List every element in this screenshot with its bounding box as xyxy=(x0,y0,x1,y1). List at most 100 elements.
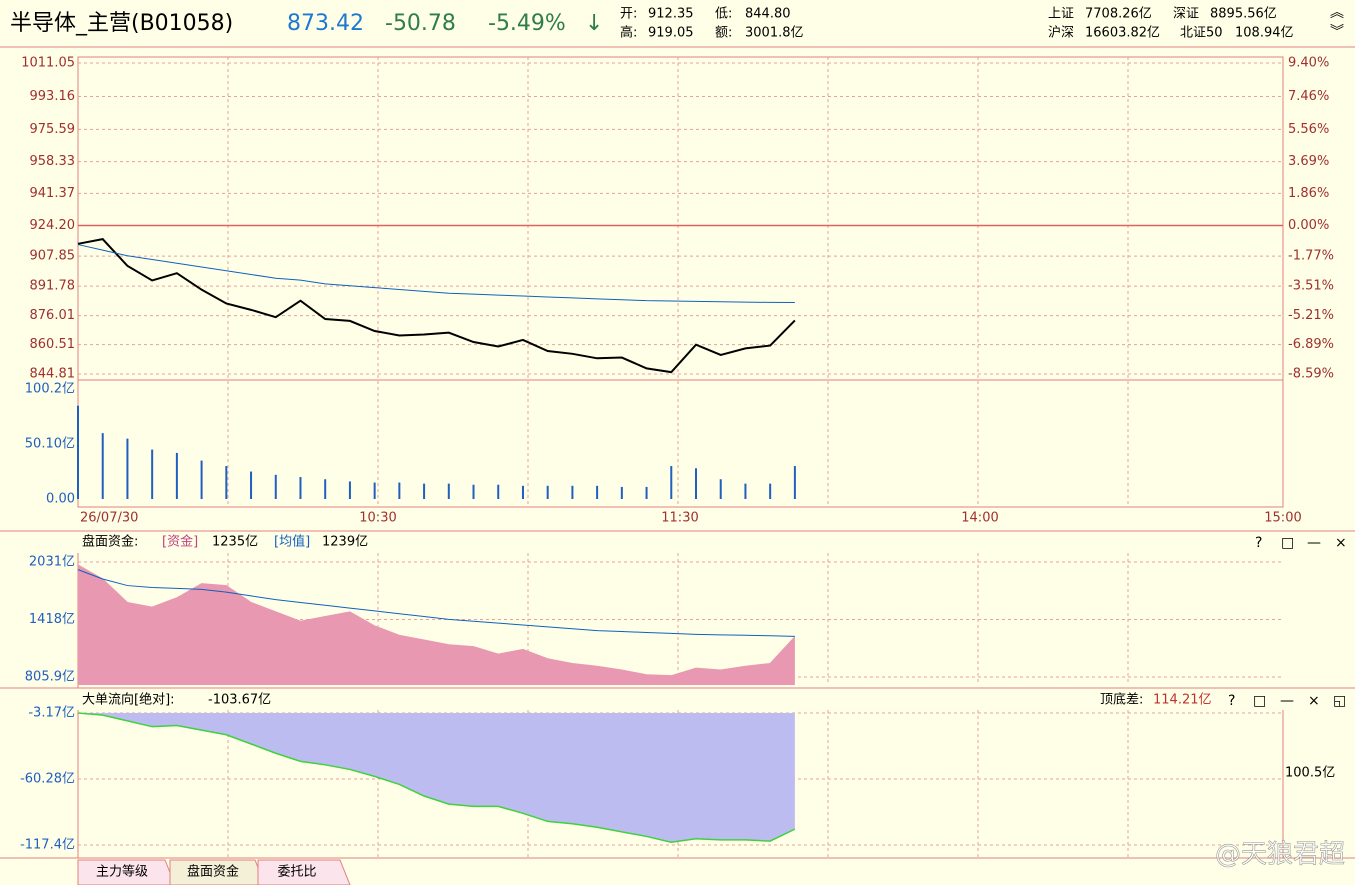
x-tick-label: 11:30 xyxy=(661,511,698,526)
tick-label: -3.51% xyxy=(1288,279,1334,294)
tick-label: -3.17亿 xyxy=(28,706,75,721)
quote-field: 开: xyxy=(620,7,637,22)
tick-label: 891.78 xyxy=(30,279,76,294)
quote-field: 高: xyxy=(620,25,637,41)
tick-label: 0.00 xyxy=(46,492,75,507)
tab[interactable]: 盘面资金 xyxy=(187,864,239,880)
tick-label: 844.81 xyxy=(30,367,76,382)
tick-label: -8.59% xyxy=(1288,367,1334,382)
tick-label: 805.9亿 xyxy=(25,670,75,685)
tabs xyxy=(77,859,351,885)
diff-value: 114.21亿 xyxy=(1153,693,1212,708)
panel-title: 盘面资金: xyxy=(82,534,138,550)
tick-label: 5.56% xyxy=(1288,122,1329,137)
volume-bar xyxy=(151,449,154,499)
index-name: 上证 xyxy=(1048,7,1074,22)
volume-bar xyxy=(274,474,277,499)
volume-bar xyxy=(423,483,426,499)
panel-value: -103.67亿 xyxy=(208,693,271,708)
tick-label: 1418亿 xyxy=(29,612,75,627)
tick-label: 941.37 xyxy=(30,186,76,201)
watermark: @天狼君超 xyxy=(1215,840,1345,870)
tick-label: 907.85 xyxy=(30,249,76,264)
svg-text:︽: ︽ xyxy=(1330,5,1344,21)
svg-text:—: — xyxy=(1280,693,1294,709)
fund-area xyxy=(78,564,795,685)
tick-label: 9.40% xyxy=(1288,56,1329,71)
tick-label: 7.46% xyxy=(1288,89,1329,104)
volume-bar xyxy=(546,485,549,499)
panel-icons[interactable]: ? □ — × ? □ — × ◱ ︽ ︾ xyxy=(1228,5,1347,709)
tick-label: -5.21% xyxy=(1288,308,1334,323)
volume-bar xyxy=(497,484,500,499)
index-name: 沪深 xyxy=(1048,25,1074,41)
volume-bar xyxy=(250,471,253,499)
volume-bar xyxy=(695,468,697,499)
tick-label: 975.59 xyxy=(30,122,76,137)
volume-bar xyxy=(645,486,648,499)
volume-bar xyxy=(472,484,475,499)
svg-text:?: ? xyxy=(1228,693,1235,709)
quote-field: 3001.8亿 xyxy=(745,26,804,41)
tick-label: 860.51 xyxy=(30,337,76,352)
volume-bar xyxy=(225,466,228,499)
tick-label: 958.33 xyxy=(30,154,76,169)
svg-text:×: × xyxy=(1335,535,1347,551)
quote-field: 919.05 xyxy=(648,26,694,41)
tick-label: 876.01 xyxy=(30,308,76,323)
index-name: 深证 xyxy=(1173,7,1199,22)
volume-bar xyxy=(447,483,450,499)
tick-label: -60.28亿 xyxy=(20,771,75,786)
x-tick-label: 10:30 xyxy=(359,511,396,526)
tick-label: 0.00% xyxy=(1288,218,1329,233)
legend-value: 1239亿 xyxy=(322,535,368,550)
fund-edge xyxy=(77,564,796,677)
volume-bar xyxy=(596,485,599,499)
title: 半导体_主营(B01058) xyxy=(10,11,233,36)
volume-bar xyxy=(373,482,376,499)
tick-label: 50.10亿 xyxy=(25,437,75,452)
index-value: 108.94亿 xyxy=(1235,26,1294,41)
volume-bar xyxy=(175,452,178,499)
svg-text:—: — xyxy=(1307,535,1321,551)
volume-bar xyxy=(200,460,203,499)
flow-line xyxy=(77,712,796,843)
price-line xyxy=(77,238,796,374)
index-name: 北证50 xyxy=(1180,26,1223,41)
tick-label: 1011.05 xyxy=(21,56,75,71)
volume-bar xyxy=(670,466,673,499)
tick-label: 1.86% xyxy=(1288,186,1329,201)
svg-text:◱: ◱ xyxy=(1333,693,1346,709)
index-value: 7708.26亿 xyxy=(1085,7,1152,22)
volume-bar xyxy=(793,466,796,499)
arrow: ↓ xyxy=(585,11,603,36)
price-line xyxy=(77,244,795,304)
volume-bar xyxy=(769,483,772,499)
svg-text:□: □ xyxy=(1253,693,1266,709)
x-tick-label: 15:00 xyxy=(1264,511,1301,526)
index-value: 8895.56亿 xyxy=(1210,7,1277,22)
tick-label: 3.69% xyxy=(1288,154,1329,169)
flow-area xyxy=(78,713,795,843)
quote-field: 低: xyxy=(715,7,732,22)
volume-bar xyxy=(620,486,623,499)
legend-name: [均值] xyxy=(274,534,310,550)
volume-bar xyxy=(398,482,401,499)
svg-text:?: ? xyxy=(1255,535,1262,551)
x-tick-label: 14:00 xyxy=(961,511,998,526)
average-line xyxy=(77,569,795,637)
change: -50.78 xyxy=(385,11,456,36)
quote-field: 844.80 xyxy=(745,7,791,22)
volume-bar xyxy=(324,479,327,499)
volume-bar xyxy=(299,477,302,499)
x-tick-label: 26/07/30 xyxy=(80,511,138,526)
tick-label: -1.77% xyxy=(1288,249,1334,264)
tick-label: 993.16 xyxy=(30,89,76,104)
svg-text:︾: ︾ xyxy=(1330,24,1344,40)
tick-label: -117.4亿 xyxy=(20,838,75,853)
tab[interactable]: 主力等级 xyxy=(96,864,148,880)
tick-label: 924.20 xyxy=(30,218,76,233)
tab[interactable]: 委托比 xyxy=(277,865,316,880)
